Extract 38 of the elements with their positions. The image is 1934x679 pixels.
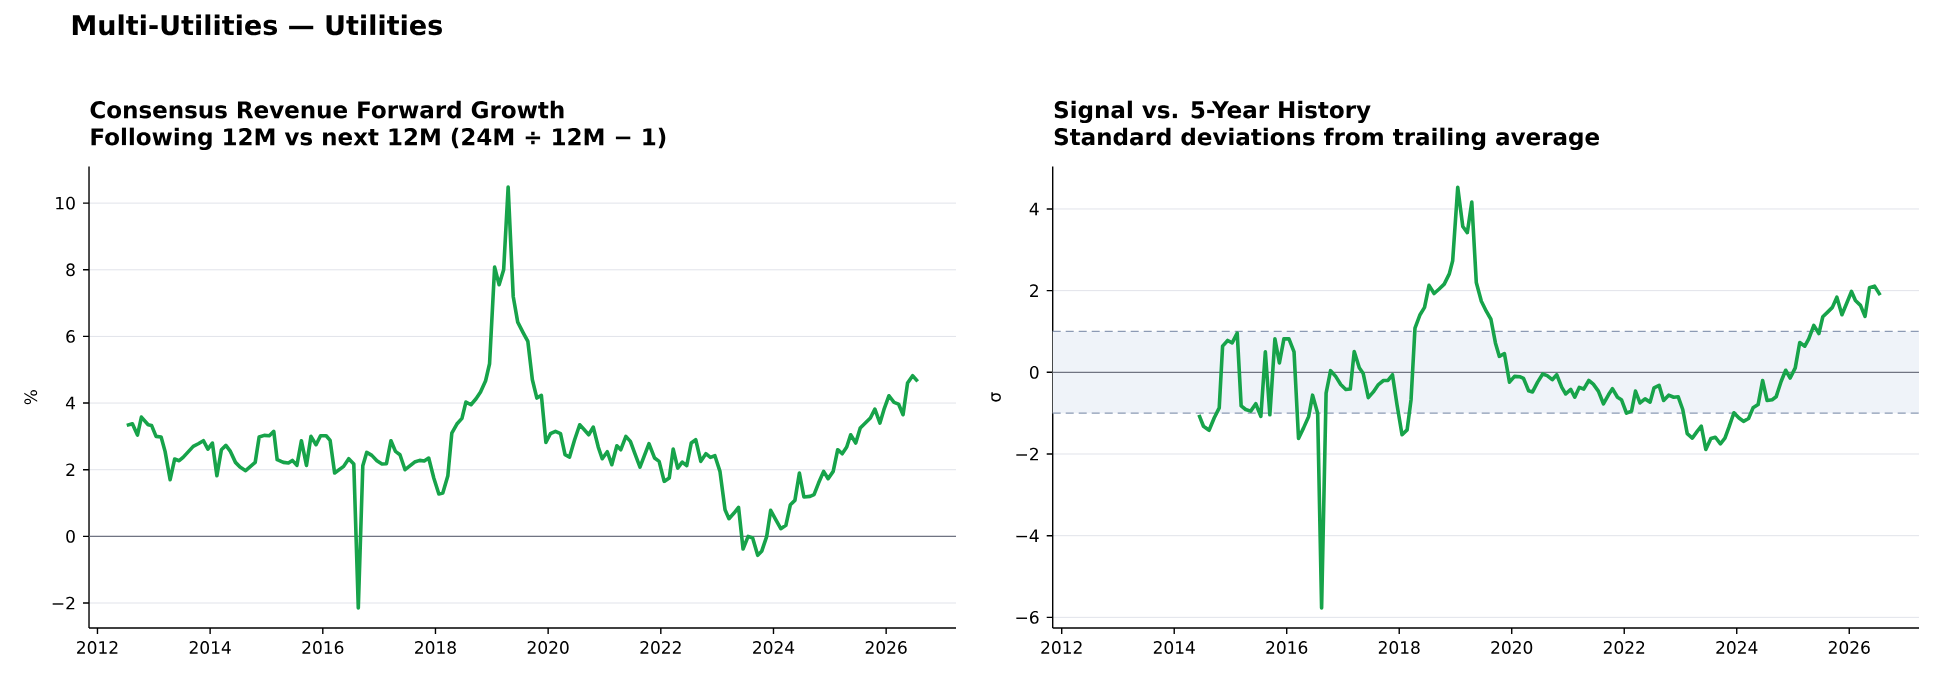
y-tick-label: 8 — [66, 263, 75, 277]
x-tick-label: 2012 — [1041, 641, 1082, 654]
y-tick-label: 4 — [1029, 202, 1039, 216]
x-tick-label: 2014 — [189, 641, 231, 654]
x-tick-label: 2026 — [1828, 641, 1870, 654]
y-tick-label: 4 — [65, 396, 75, 410]
y-tick-label: 6 — [66, 330, 75, 343]
chart-subtitle: Standard deviations from trailing average — [1054, 127, 1599, 151]
x-tick-label: 2020 — [1491, 641, 1533, 654]
text: Multi-Utilities — Utilities — [72, 14, 442, 36]
x-tick-label: 2020 — [527, 641, 569, 654]
y-axis-title: σ — [991, 392, 1001, 402]
x-tick-label: 2018 — [415, 641, 456, 654]
x-tick-label: 2024 — [1716, 641, 1758, 654]
x-tick-label: 2022 — [1603, 641, 1645, 654]
x-tick-label: 2014 — [1153, 641, 1195, 654]
y-tick-label: −6 — [1016, 610, 1039, 624]
x-tick-label: 2024 — [753, 641, 795, 654]
x-tick-label: 2018 — [1378, 641, 1420, 654]
line-series — [1197, 185, 1882, 610]
y-tick-label: −2 — [52, 596, 75, 610]
line-series — [124, 185, 920, 610]
y-tick-label: −2 — [1016, 447, 1038, 461]
chart-title: Consensus Revenue Forward Growth — [90, 100, 564, 119]
chart-title: Signal vs. 5-Year History — [1054, 100, 1371, 124]
y-axis-title: % — [24, 390, 38, 405]
y-tick-label: 0 — [66, 529, 75, 543]
x-tick-label: 2012 — [77, 641, 118, 654]
y-tick-label: 10 — [56, 196, 75, 210]
y-tick-label: 0 — [1029, 365, 1039, 379]
x-tick-label: 2016 — [1266, 641, 1308, 654]
y-tick-label: −4 — [1016, 529, 1039, 542]
chart-subtitle: Following 12M vs next 12M (24M ÷ 12M − 1) — [91, 127, 666, 151]
y-tick-label: 2 — [66, 463, 75, 477]
x-tick-label: 2022 — [640, 641, 681, 654]
x-tick-label: 2026 — [865, 641, 907, 654]
x-tick-label: 2016 — [302, 641, 344, 654]
y-tick-label: 2 — [1030, 284, 1038, 297]
